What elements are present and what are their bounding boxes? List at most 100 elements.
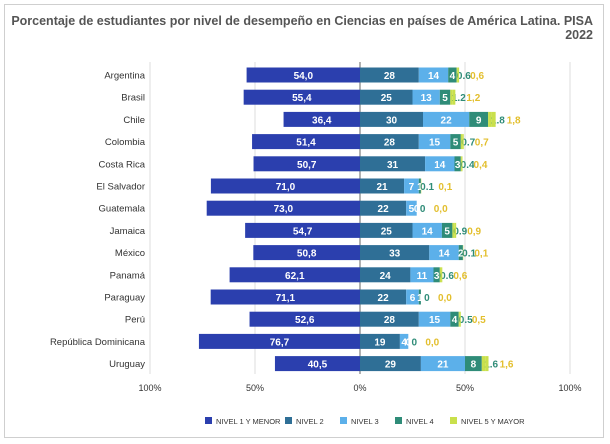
data-label-nivel-5: 0,6	[470, 71, 484, 82]
data-label-nivel-1: 73,0	[274, 204, 294, 215]
data-label-nivel-4: 0.9	[453, 226, 467, 237]
category-label: El Salvador	[96, 182, 145, 193]
bar-nivel-5	[450, 89, 453, 105]
data-label-nivel-4: 9	[476, 115, 482, 126]
bar-nivel-5	[462, 134, 464, 150]
data-label-nivel-5: 1,2	[466, 93, 480, 104]
data-label-nivel-4: 1	[417, 182, 423, 193]
data-label-nivel-4: 0	[420, 204, 426, 215]
data-label-nivel-2: 29	[385, 360, 397, 371]
bar-nivel-1	[210, 178, 360, 194]
data-label-nivel-1: 76,7	[270, 337, 290, 348]
bar-nivel-1	[198, 333, 360, 349]
x-tick-label: 0%	[353, 383, 366, 393]
data-label-nivel-4: 8	[471, 360, 477, 371]
data-label-nivel-1: 62,1	[285, 271, 305, 282]
data-label-nivel-2: 24	[380, 271, 392, 282]
bar-nivel-2	[360, 200, 407, 216]
legend-swatch	[340, 417, 347, 424]
legend-swatch	[395, 417, 402, 424]
x-tick-label: 50%	[246, 383, 264, 393]
x-tick-label: 100%	[138, 383, 161, 393]
category-label: Paraguay	[104, 293, 145, 304]
legend-swatch	[285, 417, 292, 424]
data-label-nivel-5: 0,7	[475, 138, 489, 149]
data-label-nivel-1: 52,6	[295, 315, 315, 326]
data-label-nivel-5: 1,8	[507, 115, 521, 126]
bar-nivel-2	[360, 245, 430, 261]
category-label: Argentina	[104, 71, 145, 82]
bar-nivel-2	[360, 222, 413, 238]
bar-nivel-1	[253, 245, 360, 261]
data-label-nivel-2: 25	[381, 226, 393, 237]
bar-nivel-1	[245, 222, 360, 238]
bar-nivel-3	[406, 200, 417, 216]
category-label: Perú	[125, 315, 145, 326]
data-label-nivel-5: 0,0	[438, 293, 452, 304]
legend-label: NIVEL 2	[296, 417, 324, 426]
bar-nivel-3	[418, 311, 451, 327]
data-label-nivel-2: 19	[374, 337, 386, 348]
bar-nivel-5	[452, 89, 456, 105]
bar-nivel-3	[406, 289, 419, 305]
bar-nivel-4	[458, 245, 463, 261]
bar-nivel-3	[418, 67, 449, 83]
bar-nivel-2	[360, 67, 419, 83]
bar-nivel-4	[433, 267, 440, 283]
bar-nivel-5	[491, 111, 496, 127]
data-label-nivel-4: 1.8	[491, 115, 505, 126]
bar-nivel-2	[360, 311, 419, 327]
bar-nivel-5	[457, 67, 460, 83]
data-label-nivel-1: 71,0	[276, 182, 296, 193]
data-label-nivel-3: 7	[409, 182, 415, 193]
bar-nivel-1	[210, 289, 360, 305]
data-label-nivel-2: 28	[384, 71, 396, 82]
data-label-nivel-4: 5	[442, 93, 448, 104]
data-label-nivel-4: 0	[406, 337, 412, 348]
data-label-nivel-4: 3	[434, 271, 440, 282]
bar-nivel-2	[360, 289, 407, 305]
data-label-nivel-1: 40,5	[308, 360, 328, 371]
bar-nivel-4	[469, 111, 489, 127]
data-label-nivel-4: 4	[452, 315, 458, 326]
data-label-nivel-4: 0.6	[457, 71, 471, 82]
data-label-nivel-5: 0,9	[467, 226, 481, 237]
category-label: Brasil	[121, 93, 145, 104]
data-label-nivel-2: 31	[387, 160, 399, 171]
bar-nivel-5	[439, 267, 442, 283]
bar-nivel-4	[454, 156, 461, 172]
legend-swatch	[205, 417, 212, 424]
bar-nivel-2	[360, 89, 413, 105]
bar-nivel-4	[441, 222, 453, 238]
bar-nivel-5	[488, 111, 492, 127]
legend-label: NIVEL 1 Y MENOR	[216, 417, 281, 426]
bar-nivel-1	[206, 200, 360, 216]
data-label-nivel-4: 0	[414, 204, 420, 215]
bar-nivel-5	[456, 67, 458, 83]
bar-nivel-1	[243, 89, 360, 105]
data-label-nivel-5: 0,1	[438, 182, 452, 193]
data-label-nivel-3: 6	[410, 293, 416, 304]
bar-nivel-5	[481, 356, 486, 372]
data-label-nivel-1: 50,7	[297, 160, 317, 171]
data-label-nivel-4: 1.6	[484, 360, 498, 371]
data-label-nivel-1: 54,7	[293, 226, 313, 237]
bar-nivel-4	[450, 311, 459, 327]
data-label-nivel-3: 11	[417, 271, 428, 282]
bar-nivel-1	[274, 356, 360, 372]
data-label-nivel-1: 36,4	[312, 115, 332, 126]
bar-nivel-5	[460, 134, 463, 150]
data-label-nivel-4: 4	[450, 71, 456, 82]
bar-nivel-5	[460, 156, 462, 172]
data-label-nivel-4: 1.2	[452, 93, 466, 104]
data-label-nivel-2: 28	[384, 315, 396, 326]
bar-nivel-3	[420, 356, 465, 372]
bar-nivel-3	[423, 111, 470, 127]
bar-nivel-2	[360, 356, 421, 372]
data-label-nivel-4: 0	[424, 293, 430, 304]
data-label-nivel-5: 0,6	[453, 271, 467, 282]
data-label-nivel-1: 50,8	[297, 249, 317, 260]
bar-nivel-1	[283, 111, 360, 127]
bar-nivel-4	[450, 134, 461, 150]
